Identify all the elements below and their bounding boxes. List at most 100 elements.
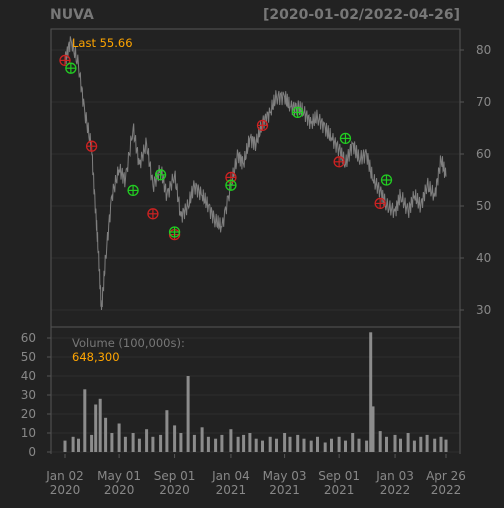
volume-bar <box>117 423 121 452</box>
volume-bar <box>378 431 382 452</box>
volume-tick-label: 50 <box>21 350 36 364</box>
volume-bar <box>399 438 402 452</box>
date-tick-year: 2020 <box>50 483 81 497</box>
volume-bar <box>145 429 149 452</box>
last-price-label: Last 55.66 <box>72 36 133 50</box>
volume-bar <box>302 438 306 452</box>
sell-marker <box>59 54 71 67</box>
volume-bar <box>206 436 210 452</box>
volume-bar <box>412 440 416 452</box>
volume-bar <box>275 438 278 452</box>
volume-bar <box>192 434 196 452</box>
buy-marker <box>65 62 77 74</box>
volume-bar <box>94 404 98 452</box>
buy-marker <box>225 179 237 191</box>
volume-bar <box>444 439 448 452</box>
date-tick-label: Sep 01 <box>318 469 360 483</box>
volume-bar <box>316 436 319 452</box>
volume-bar <box>283 433 287 452</box>
volume-bar <box>173 425 177 452</box>
sell-marker <box>333 156 345 168</box>
chart-symbol: NUVA <box>50 7 94 23</box>
volume-bar <box>242 434 246 452</box>
volume-bar <box>104 417 108 452</box>
buy-marker <box>339 132 352 145</box>
volume-bar <box>200 427 204 452</box>
date-tick-label: Jan 02 <box>45 469 84 483</box>
volume-bar <box>296 434 300 452</box>
buy-marker <box>154 169 167 181</box>
buy-marker <box>168 226 181 238</box>
date-tick-label: Jan 04 <box>211 469 250 483</box>
volume-bar <box>371 406 375 452</box>
date-tick-year: 2021 <box>269 483 300 497</box>
volume-axis: 0 10 20 30 40 50 60 <box>21 331 51 459</box>
volume-bar <box>344 440 347 452</box>
volume-tick-label: 60 <box>21 331 36 345</box>
volume-bar <box>159 434 163 452</box>
volume-bar <box>186 376 190 452</box>
volume-tick-label: 10 <box>21 426 36 440</box>
volume-bar <box>98 398 102 452</box>
volume-bar <box>123 436 127 452</box>
volume-bar <box>71 436 75 452</box>
date-tick-label: Apr 26 <box>426 469 466 483</box>
sell-marker <box>256 119 269 132</box>
volume-bar <box>137 438 141 452</box>
volume-bar <box>337 436 341 452</box>
volume-bar <box>433 438 437 452</box>
volume-bar <box>385 436 388 452</box>
volume-bar <box>254 438 258 452</box>
volume-bar <box>90 434 94 452</box>
price-axis: 30 40 50 60 70 80 <box>460 43 491 317</box>
date-tick-label: Jan 03 <box>375 469 414 483</box>
volume-title: Volume (100,000s): <box>72 336 185 350</box>
date-tick-year: 2022 <box>380 483 411 497</box>
volume-bar <box>351 433 355 452</box>
volume-bar <box>229 429 233 452</box>
date-tick-year: 2020 <box>104 483 135 497</box>
volume-tick-label: 20 <box>21 407 36 421</box>
volume-tick-label: 0 <box>28 445 36 459</box>
volume-bar <box>63 440 67 452</box>
price-tick-label: 80 <box>476 43 491 57</box>
volume-tick-label: 40 <box>21 369 36 383</box>
date-tick-year: 2021 <box>324 483 355 497</box>
buy-marker <box>127 184 139 197</box>
sell-marker <box>374 197 386 210</box>
volume-bar <box>77 438 80 452</box>
date-tick-year: 2020 <box>159 483 190 497</box>
volume-bar <box>288 436 292 452</box>
volume-bar <box>236 436 240 452</box>
date-tick-label: May 03 <box>263 469 307 483</box>
volume-bar <box>393 434 397 452</box>
volume-bar <box>220 434 224 452</box>
volume-bar <box>369 332 373 452</box>
volume-bar <box>309 440 313 452</box>
volume-tick-label: 30 <box>21 388 36 402</box>
sell-marker <box>147 208 159 220</box>
volume-bar <box>365 440 369 452</box>
date-tick-year: 2021 <box>216 483 247 497</box>
volume-bar <box>425 434 429 452</box>
buy-marker <box>380 174 393 186</box>
price-grid <box>51 49 460 311</box>
date-range: [2020-01-02/2022-04-26] <box>263 7 460 23</box>
date-tick-label: Sep 01 <box>154 469 196 483</box>
volume-bar <box>419 436 423 452</box>
volume-bar <box>261 440 264 452</box>
sell-marker <box>85 140 98 152</box>
volume-bar <box>214 438 218 452</box>
price-tick-label: 70 <box>476 95 491 109</box>
price-tick-label: 30 <box>476 303 491 317</box>
volume-bar <box>131 433 135 452</box>
volume-bar <box>165 410 169 452</box>
volume-bar <box>268 436 272 452</box>
date-tick-year: 2022 <box>431 483 462 497</box>
volume-bar <box>357 438 361 452</box>
buy-marker <box>292 106 304 119</box>
